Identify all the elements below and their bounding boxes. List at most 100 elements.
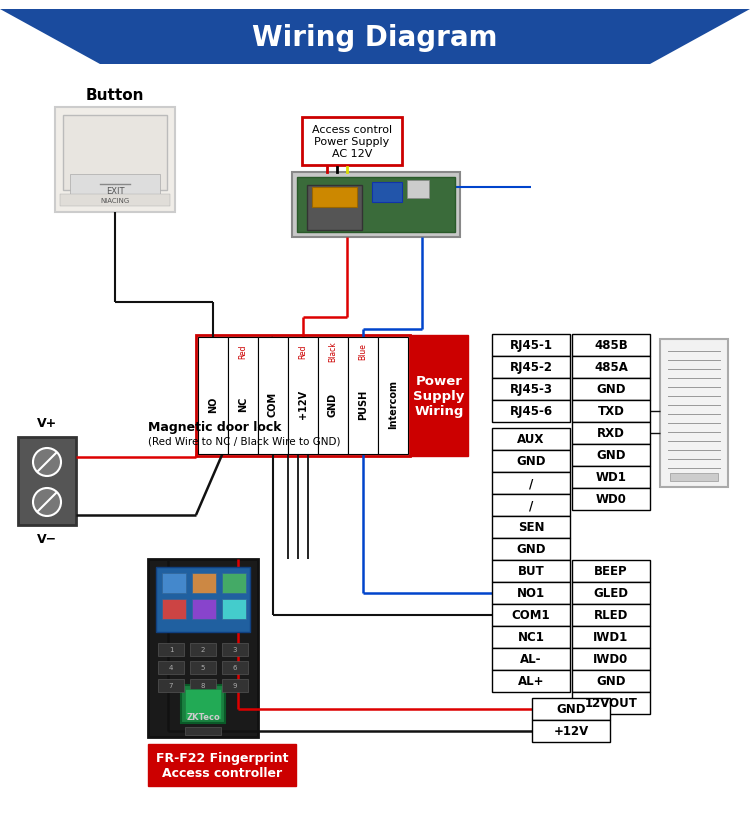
Bar [312,188,357,208]
Bar [492,379,570,400]
Bar [307,186,362,231]
Text: COM1: COM1 [512,609,550,622]
Text: RJ45-3: RJ45-3 [509,383,553,396]
Bar [492,605,570,626]
Text: NO1: NO1 [517,587,545,600]
Bar [492,538,570,561]
Bar [572,605,650,626]
Bar [532,720,610,742]
Text: FR-F22 Fingerprint
Access controller: FR-F22 Fingerprint Access controller [156,751,288,779]
Text: BEEP: BEEP [594,565,628,578]
Bar [572,582,650,605]
Text: Wiring Diagram: Wiring Diagram [252,24,498,52]
Text: RLED: RLED [594,609,628,622]
Bar [660,340,728,487]
Text: RJ45-2: RJ45-2 [509,361,553,374]
Bar [492,451,570,472]
Text: Blue: Blue [358,343,368,360]
Text: 4: 4 [169,665,173,671]
Text: RJ45-6: RJ45-6 [509,405,553,418]
Bar [222,573,246,593]
Bar [198,337,228,455]
Text: AL+: AL+ [518,675,544,688]
Text: PUSH: PUSH [358,389,368,419]
Text: BUT: BUT [518,565,544,578]
Bar [222,600,246,619]
Bar [292,173,460,237]
Bar [572,648,650,670]
Bar [196,336,410,457]
Text: RXD: RXD [597,427,625,440]
Text: GND: GND [596,383,626,396]
Bar [410,336,468,457]
Text: IWD0: IWD0 [593,653,628,666]
Bar [572,670,650,692]
Bar [670,473,718,481]
Text: 8: 8 [201,682,206,689]
Bar [70,174,160,195]
Bar [572,356,650,379]
Text: Access control
Power Supply
AC 12V: Access control Power Supply AC 12V [312,125,392,159]
Text: Magnetic door lock: Magnetic door lock [148,421,281,434]
Bar [572,444,650,466]
Text: Red: Red [298,344,307,359]
Bar [492,400,570,423]
Text: Button: Button [86,88,144,103]
Bar [192,573,216,593]
Bar [162,573,186,593]
Bar [302,118,402,165]
Text: WD0: WD0 [596,493,626,506]
Bar [572,489,650,510]
Bar [348,337,378,455]
Bar [158,643,184,656]
Bar [532,698,610,720]
Text: RJ45-1: RJ45-1 [509,339,553,352]
Text: NO: NO [208,396,218,412]
Text: +12V: +12V [554,724,589,738]
Circle shape [33,448,61,476]
Bar [228,337,258,455]
Bar [148,559,258,737]
Bar [492,472,570,495]
Text: Red: Red [238,344,248,359]
Bar [572,692,650,715]
Bar [407,181,429,198]
Text: GND: GND [556,703,586,715]
Text: Intercom: Intercom [388,380,398,428]
Bar [192,600,216,619]
Text: COM: COM [268,391,278,417]
Polygon shape [0,10,750,65]
Bar [318,337,348,455]
Bar [492,561,570,582]
Bar [492,626,570,648]
Text: 3: 3 [232,647,237,653]
Text: Black: Black [328,342,338,362]
Bar [492,495,570,516]
Text: V−: V− [37,533,57,546]
Text: 1: 1 [169,647,173,653]
Bar [492,648,570,670]
Text: GND: GND [596,675,626,688]
Bar [572,379,650,400]
Bar [156,567,250,632]
Bar [572,626,650,648]
Bar [222,662,248,674]
Text: 7: 7 [169,682,173,689]
Text: WD1: WD1 [596,471,626,484]
Text: 5: 5 [201,665,206,671]
Text: TXD: TXD [598,405,625,418]
Bar [288,337,318,455]
Bar [158,679,184,692]
Bar [492,335,570,356]
Bar [181,686,225,723]
Text: ZKTeco: ZKTeco [186,713,220,722]
Bar [492,428,570,451]
Text: 485A: 485A [594,361,628,374]
Bar [572,400,650,423]
Bar [492,516,570,538]
Bar [572,335,650,356]
Bar [222,643,248,656]
Text: Power
Supply
Wiring: Power Supply Wiring [413,375,465,418]
Text: GND: GND [516,543,546,556]
Text: GND: GND [596,449,626,462]
